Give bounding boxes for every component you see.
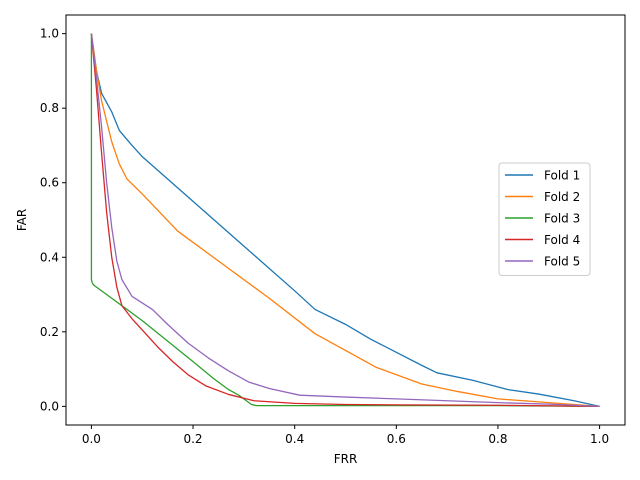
y-axis-label: FAR (15, 209, 29, 231)
x-axis-ticks: 0.0 0.2 0.4 0.6 0.8 1.0 (82, 425, 609, 446)
x-tick-label: 0.6 (387, 432, 406, 446)
y-tick-label: 0.0 (40, 399, 59, 413)
x-tick-label: 0.8 (488, 432, 507, 446)
legend-label-fold-2: Fold 2 (544, 190, 580, 204)
y-axis-ticks: 0.0 0.2 0.4 0.6 0.8 1.0 (40, 27, 66, 413)
y-tick-label: 0.4 (40, 250, 59, 264)
legend-box (498, 162, 591, 276)
legend-label-fold-1: Fold 1 (544, 169, 580, 183)
plot-frame (65, 14, 626, 426)
series-line-fold-4 (90, 33, 600, 408)
series-line-fold-5 (90, 33, 600, 408)
series-layer (90, 33, 600, 408)
y-tick-label: 1.0 (40, 27, 59, 41)
x-tick-label: 0.2 (183, 432, 202, 446)
x-tick-label: 0.0 (82, 432, 101, 446)
x-tick-label: 0.4 (285, 432, 304, 446)
y-tick-label: 0.6 (40, 176, 59, 190)
series-line-fold-2 (90, 33, 600, 408)
y-tick-label: 0.2 (40, 325, 59, 339)
legend-label-fold-5: Fold 5 (544, 255, 580, 269)
series-line-fold-1 (90, 33, 600, 407)
legend-label-fold-3: Fold 3 (544, 212, 580, 226)
x-axis-label: FRR (334, 452, 358, 466)
series-line-fold-3 (90, 33, 600, 408)
legend: Fold 1 Fold 2 Fold 3 Fold 4 Fold 5 (498, 162, 591, 276)
y-tick-label: 0.8 (40, 101, 59, 115)
x-tick-label: 1.0 (590, 432, 609, 446)
legend-label-fold-4: Fold 4 (544, 233, 580, 247)
